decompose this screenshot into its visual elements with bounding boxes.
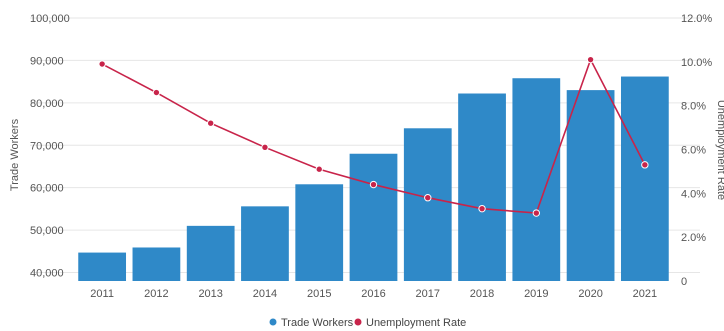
legend-label-trade-workers: Trade Workers [281, 317, 354, 329]
x-tick-label: 2015 [307, 288, 331, 300]
right-tick-label: 0 [681, 276, 687, 288]
bar-series-trade-workers [78, 76, 669, 282]
line-point-2018 [478, 204, 486, 213]
line-point-2016 [369, 180, 378, 189]
bar-2016 [349, 153, 398, 281]
bar-2013 [186, 225, 235, 281]
left-tick-label: 70,000 [30, 140, 64, 152]
left-tick-label: 100,000 [30, 13, 70, 25]
x-tick-label: 2020 [578, 288, 602, 300]
right-tick-label: 6.0% [681, 145, 706, 157]
right-tick-label: 4.0% [681, 188, 706, 200]
line-point-2011 [98, 60, 106, 68]
right-tick-label: 8.0% [681, 101, 706, 113]
line-point-2015 [315, 165, 323, 173]
line-point-2020 [586, 55, 595, 64]
bar-2018 [458, 93, 506, 281]
bar-2014 [241, 206, 289, 281]
legend-swatch-unemployment-rate [354, 318, 362, 326]
right-y-axis: 0 2.0% 4.0% 6.0% 8.0% 10.0% 12.0% [681, 13, 712, 288]
right-tick-label: 10.0% [681, 57, 712, 69]
legend: Trade Workers Unemployment Rate [269, 317, 466, 329]
bar-2011 [78, 252, 127, 281]
x-tick-label: 2016 [361, 288, 385, 300]
bar-2017 [403, 128, 452, 281]
left-tick-label: 40,000 [30, 268, 64, 280]
x-tick-label: 2017 [416, 288, 440, 300]
x-tick-label: 2014 [253, 288, 277, 300]
line-point-2019 [532, 209, 541, 217]
bar-2015 [295, 184, 344, 281]
left-tick-label: 60,000 [30, 183, 64, 195]
x-tick-label: 2021 [633, 288, 657, 300]
line-point-2017 [424, 194, 432, 202]
x-axis: 2011 2012 2013 2014 2015 2016 2017 2018 2019 2020… [90, 288, 657, 300]
bar-2020 [566, 90, 615, 281]
right-tick-label: 2.0% [681, 232, 706, 244]
right-tick-label: 12.0% [681, 13, 712, 25]
x-tick-label: 2018 [470, 288, 494, 300]
x-tick-label: 2013 [198, 288, 222, 300]
line-series-unemployment-rate [98, 55, 649, 217]
left-axis-title: Trade Workers [9, 118, 21, 191]
line-point-2013 [206, 119, 215, 127]
left-tick-label: 90,000 [30, 55, 64, 67]
right-axis-title: Unemployment Rate [715, 100, 724, 200]
line-point-2014 [261, 143, 269, 152]
x-tick-label: 2012 [144, 288, 168, 300]
x-tick-label: 2011 [90, 288, 114, 300]
left-tick-label: 80,000 [30, 98, 64, 110]
line-point-2012 [152, 88, 161, 97]
left-tick-label: 50,000 [30, 225, 64, 237]
bar-2021 [620, 76, 669, 281]
legend-swatch-trade-workers [269, 318, 277, 326]
bar-2019 [512, 78, 561, 282]
bar-2012 [132, 247, 181, 281]
x-tick-label: 2019 [524, 288, 548, 300]
legend-label-unemployment-rate: Unemployment Rate [366, 317, 466, 329]
line-point-2021 [641, 161, 649, 169]
left-y-axis: 40,000 50,000 60,000 70,000 80,000 90,000 100,… [30, 13, 70, 280]
